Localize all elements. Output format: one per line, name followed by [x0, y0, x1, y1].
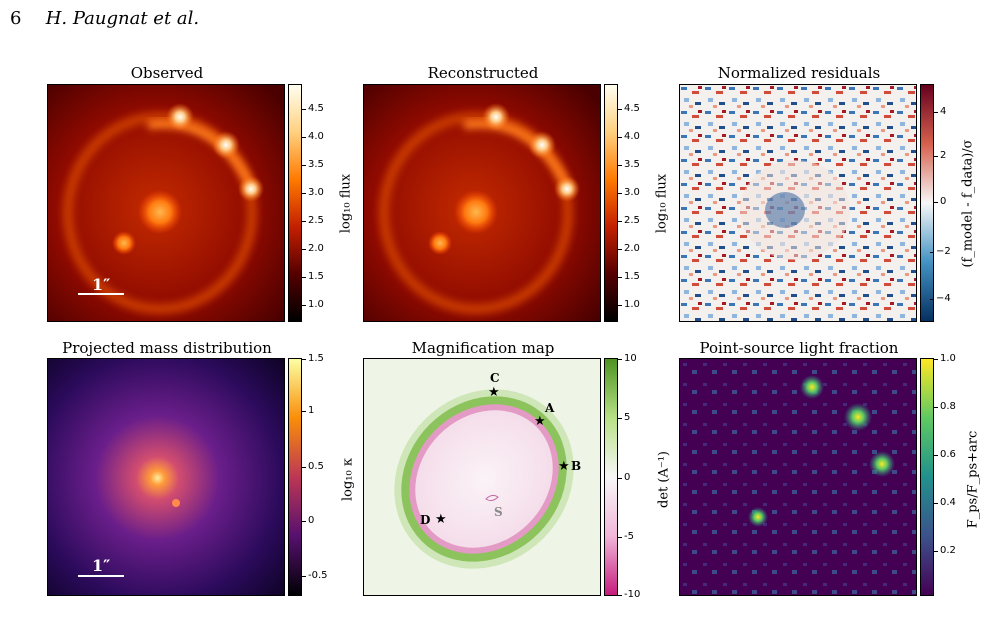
source-label-s: S — [494, 505, 503, 519]
running-authors: H. Paugnat et al. — [45, 8, 200, 29]
flux-tick: 4.0 — [618, 131, 640, 142]
kappa-tick: -0.5 — [302, 570, 328, 581]
flux-tick: 3.5 — [618, 159, 640, 170]
colorbar-det — [604, 358, 618, 596]
flux-tick: 1.0 — [618, 299, 640, 310]
title-residuals: Normalized residuals — [717, 64, 881, 82]
flux-tick: 4.5 — [302, 103, 324, 114]
psfraction-image — [679, 358, 917, 596]
magnification-map: ★ C ★ A ★ B ★ D S — [363, 358, 601, 596]
page-header: 6 H. Paugnat et al. — [10, 8, 199, 29]
flux-tick: 2.0 — [618, 243, 640, 254]
det-tick: 10 — [618, 353, 637, 364]
flux-tick: 1.5 — [302, 271, 324, 282]
title-reconstructed: Reconstructed — [427, 64, 539, 82]
residual-tick: −2 — [930, 246, 951, 257]
residual-tick: 2 — [933, 150, 947, 161]
flux-tick: 3.0 — [618, 187, 640, 198]
colorbar-label-flux-2: log₁₀ flux — [654, 173, 670, 234]
kappa-tick: 1.5 — [302, 353, 324, 364]
kappa-tick: 1 — [301, 405, 315, 416]
flux-tick: 3.0 — [302, 187, 324, 198]
colorbar-label-flux: log₁₀ flux — [338, 173, 354, 234]
scale-label: 1″ — [92, 275, 111, 294]
det-tick: 5 — [617, 412, 631, 423]
colorbar-label-fraction: F_ps/F_ps+arc — [965, 430, 981, 529]
scale-label: 1″ — [92, 556, 111, 575]
kappa-tick: 0 — [301, 515, 315, 526]
det-tick: 0 — [617, 472, 631, 483]
kappa-tick: 0.5 — [302, 461, 324, 472]
title-observed: Observed — [130, 64, 204, 82]
image-label-a: A — [545, 401, 555, 415]
image-label-b: B — [571, 459, 582, 473]
colorbar-residuals — [920, 84, 934, 322]
colorbar-label-residuals: (f_model - f_data)/σ — [960, 139, 976, 268]
page-number: 6 — [10, 8, 22, 29]
mass-image: 1″ — [47, 358, 285, 596]
flux-tick: 4.0 — [302, 131, 324, 142]
colorbar-fraction — [920, 358, 934, 596]
flux-tick: 1.5 — [618, 271, 640, 282]
fraction-tick: 0.4 — [934, 497, 956, 508]
colorbar-flux-2 — [604, 84, 618, 322]
flux-tick: 2.5 — [302, 215, 324, 226]
reconstructed-image — [363, 84, 601, 322]
title-psfraction: Point-source light fraction — [699, 339, 899, 357]
image-label-d: D — [420, 513, 431, 527]
colorbar-flux — [288, 84, 302, 322]
image-label-c: C — [490, 371, 500, 385]
title-magnification: Magnification map — [411, 339, 555, 357]
colorbar-label-kappa: log₁₀ κ — [340, 458, 356, 501]
residual-tick: −4 — [930, 293, 951, 304]
fraction-tick: 0.6 — [934, 449, 956, 460]
det-tick: -5 — [618, 531, 634, 542]
residual-tick: 0 — [933, 196, 947, 207]
residual-tick: 4 — [933, 106, 947, 117]
flux-tick: 1.0 — [302, 299, 324, 310]
colorbar-kappa — [288, 358, 302, 596]
flux-tick: 2.5 — [618, 215, 640, 226]
fraction-tick: 0.2 — [934, 545, 956, 556]
fraction-tick: 0.8 — [934, 401, 956, 412]
title-mass: Projected mass distribution — [62, 339, 272, 357]
colorbar-label-det: det (A⁻¹) — [656, 451, 672, 508]
residuals-image — [679, 84, 917, 322]
flux-tick: 2.0 — [302, 243, 324, 254]
det-tick: -10 — [617, 589, 641, 600]
fraction-tick: 1.0 — [934, 353, 956, 364]
flux-tick: 4.5 — [618, 103, 640, 114]
observed-image: 1″ — [47, 84, 285, 322]
flux-tick: 3.5 — [302, 159, 324, 170]
